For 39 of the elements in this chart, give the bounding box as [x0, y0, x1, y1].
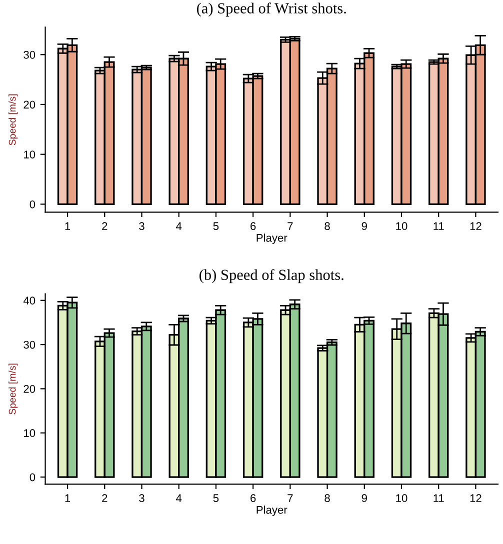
x-tick-label: 9 — [362, 494, 367, 502]
x-tick-label: 9 — [362, 222, 367, 230]
x-tick-label: 1 — [65, 222, 70, 230]
x-tick-label: 6 — [250, 494, 256, 502]
x-tick-label: 7 — [288, 494, 293, 502]
x-axis-title: Player — [256, 234, 288, 244]
x-tick-label: 10 — [396, 222, 408, 230]
x-tick-label: 7 — [288, 222, 293, 230]
y-tick-label: 0 — [30, 200, 36, 208]
x-tick-label: 2 — [102, 222, 108, 230]
y-tick-label: 20 — [24, 385, 36, 393]
y-tick-label: 30 — [24, 340, 36, 349]
x-tick-label: 8 — [324, 222, 330, 230]
y-tick-label: 10 — [24, 429, 36, 438]
y-tick-label: 0 — [30, 473, 36, 482]
x-tick-label: 12 — [470, 494, 482, 502]
x-tick-label: 4 — [176, 222, 182, 230]
x-tick-label: 3 — [139, 494, 144, 502]
y-axis-title: Speed [m/s] — [8, 94, 18, 146]
x-tick-label: 12 — [470, 222, 482, 230]
x-axis-title: Player — [256, 506, 288, 516]
y-tick-label: 10 — [24, 150, 36, 158]
chart-title: (b) Speed of Slap shots. — [200, 269, 344, 284]
x-tick-label: 5 — [213, 222, 219, 230]
y-tick-label: 30 — [24, 50, 36, 59]
x-tick-label: 8 — [324, 494, 330, 502]
x-tick-label: 5 — [213, 494, 219, 502]
y-tick-label: 20 — [24, 100, 36, 109]
y-axis-title: Speed [m/s] — [8, 364, 18, 414]
y-tick-label: 40 — [23, 296, 36, 305]
x-tick-label: 3 — [139, 222, 144, 230]
x-tick-label: 11 — [434, 494, 444, 502]
chart-title: (a) Speed of Wrist shots. — [196, 2, 346, 17]
x-tick-label: 4 — [176, 494, 182, 502]
x-tick-label: 1 — [65, 494, 70, 502]
x-tick-label: 11 — [434, 222, 444, 230]
x-tick-label: 6 — [250, 222, 256, 230]
x-tick-label: 2 — [102, 494, 108, 502]
x-tick-label: 10 — [396, 494, 408, 502]
